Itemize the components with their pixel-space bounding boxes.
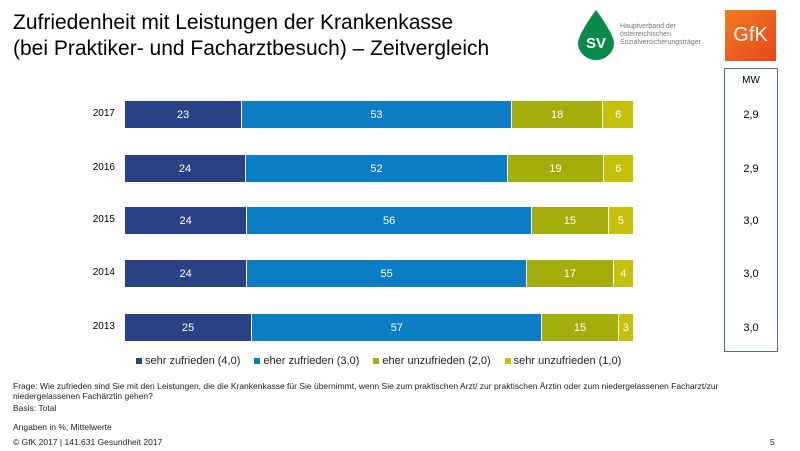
legend-item: eher unzufrieden (2,0) — [373, 355, 491, 367]
bar-segment: 55 — [247, 260, 528, 287]
bar-segment: 23 — [125, 101, 243, 128]
mean-value-box: MW 2,9 2,9 3,0 3,0 3,0 — [724, 68, 778, 352]
data-label: 56 — [383, 214, 396, 227]
bar-segment: 4 — [613, 260, 634, 287]
data-label: 18 — [551, 108, 564, 121]
legend: sehr zufrieden (4,0) eher zufrieden (3,0)… — [136, 355, 621, 367]
data-label: 3 — [622, 321, 629, 334]
legend-swatch — [254, 358, 261, 365]
data-label: 55 — [380, 267, 393, 280]
legend-label: sehr zufrieden (4,0) — [145, 355, 241, 367]
basis-text: Basis: Total — [13, 403, 57, 413]
data-label: 19 — [549, 162, 562, 175]
legend-swatch — [504, 358, 511, 365]
bar-segment: 53 — [242, 101, 512, 128]
data-label: 5 — [617, 214, 624, 227]
sv-logo: SV Hauptverband der österreichischen Sozia… — [578, 10, 701, 60]
data-label: 17 — [563, 267, 576, 280]
mean-value: 3,0 — [743, 322, 759, 334]
bar-segment: 5 — [608, 207, 634, 234]
year-label: 2015 — [92, 214, 115, 225]
bar-segment: 24 — [125, 260, 248, 287]
legend-swatch — [373, 358, 380, 365]
data-label: 15 — [573, 321, 587, 334]
bar-segment: 19 — [508, 155, 604, 182]
year-label: 2016 — [92, 162, 115, 173]
legend-label: eher zufrieden (3,0) — [263, 355, 360, 367]
bar-segment: 52 — [245, 155, 508, 182]
bar-segment: 56 — [247, 207, 533, 234]
legend-item: eher zufrieden (3,0) — [254, 355, 359, 367]
legend-item: sehr zufrieden (4,0) — [136, 355, 240, 367]
mean-value: 3,0 — [743, 215, 759, 227]
bar-segment: 24 — [125, 207, 248, 234]
data-label: 15 — [563, 214, 576, 227]
data-label: 52 — [370, 162, 383, 175]
legend-label: sehr unzufrieden (1,0) — [513, 355, 622, 367]
svg-text:SV: SV — [586, 35, 606, 52]
bar-segment: 25 — [125, 314, 253, 341]
year-label: 2013 — [92, 321, 115, 332]
mean-value: 2,9 — [743, 163, 759, 175]
bar-segment: 18 — [511, 101, 604, 128]
data-label: 24 — [179, 267, 192, 280]
bar-segment: 24 — [125, 155, 246, 182]
legend-item: sehr unzufrieden (1,0) — [504, 355, 622, 367]
page-number: 5 — [770, 437, 775, 447]
bar-segment: 57 — [252, 314, 543, 341]
year-label: 2017 — [92, 108, 115, 119]
copyright-text: © GfK 2017 | 141.631 Gesundheit 2017 — [13, 437, 163, 447]
data-label: 23 — [176, 108, 190, 121]
slide-title: Zufriedenheit mit Leistungen der Kranken… — [13, 11, 490, 60]
data-label: 24 — [179, 214, 192, 227]
data-label: 57 — [390, 321, 403, 334]
bar-segment: 15 — [542, 314, 619, 341]
question-text: Frage: Wie zufrieden sind Sie mit den Le… — [13, 381, 719, 401]
data-label: 4 — [620, 267, 627, 280]
units-text: Angaben in %, Mittelwerte — [13, 422, 112, 432]
legend-label: eher unzufrieden (2,0) — [382, 355, 491, 367]
data-label: 6 — [615, 162, 622, 175]
bar-segment: 17 — [527, 260, 614, 287]
bar-segment: 15 — [532, 207, 609, 234]
gfk-logo: GfK — [725, 10, 776, 61]
data-label: 6 — [615, 108, 622, 121]
year-label: 2014 — [92, 267, 115, 278]
legend-swatch — [136, 358, 142, 365]
data-label: 25 — [182, 321, 195, 334]
bar-segment: 6 — [603, 101, 634, 128]
mean-value: 3,0 — [743, 268, 759, 280]
bar-segment: 6 — [603, 155, 634, 182]
data-label: 24 — [178, 162, 192, 175]
bar-segment: 3 — [618, 314, 634, 341]
data-label: 53 — [370, 108, 383, 121]
mean-value: 2,9 — [743, 109, 759, 121]
